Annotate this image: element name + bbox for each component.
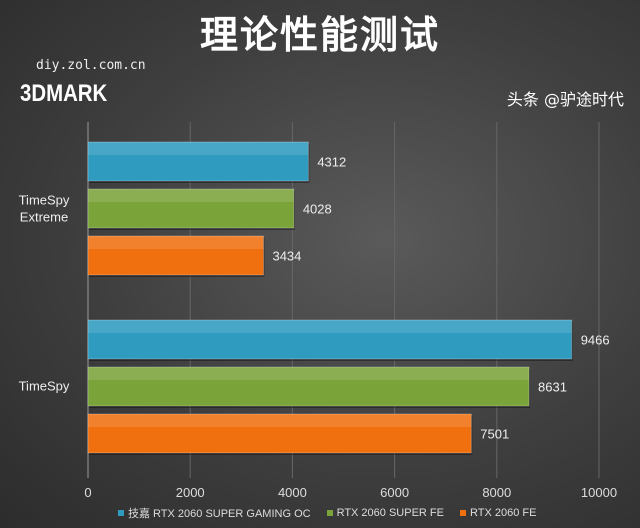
data-label: 8631 [538, 380, 567, 395]
legend-label: RTX 2060 FE [469, 507, 537, 519]
legend-label: 技嘉 RTX 2060 SUPER GAMING OC [128, 508, 311, 520]
x-tick-label: 4000 [278, 485, 307, 500]
x-tick-label: 6000 [380, 485, 409, 500]
bar-highlight [88, 142, 309, 155]
data-label: 7501 [480, 427, 509, 442]
bar [87, 366, 530, 407]
data-label: 4028 [303, 202, 332, 217]
x-tick-label: 0 [84, 485, 91, 500]
bar-highlight [88, 320, 572, 333]
bar [87, 141, 309, 182]
page-title: 理论性能测试 [199, 13, 440, 57]
legend-swatch [459, 510, 466, 516]
bar [87, 188, 295, 229]
bar-highlight [88, 414, 472, 427]
legend-item: 技嘉 RTX 2060 SUPER GAMING OC [118, 505, 311, 521]
data-label: 4312 [317, 155, 346, 170]
bar [87, 319, 573, 360]
legend-swatch [326, 510, 333, 516]
legend-label: RTX 2060 SUPER FE [336, 507, 444, 519]
category-label: TimeSpy Extreme [19, 193, 70, 225]
bar-highlight [88, 236, 264, 249]
bar [87, 413, 472, 454]
legend-swatch [118, 510, 124, 516]
bar-highlight [88, 189, 294, 202]
x-tick-label: 8000 [482, 485, 511, 500]
legend-item: RTX 2060 FE [459, 505, 537, 521]
bar-highlight [88, 367, 530, 380]
category-label: TimeSpy [19, 379, 70, 394]
brand-label: 3DMARK [20, 80, 108, 107]
data-label: 9466 [581, 333, 610, 348]
site-url: diy.zol.com.cn [36, 58, 146, 73]
legend: 技嘉 RTX 2060 SUPER GAMING OC RTX 2060 SUPE… [118, 505, 536, 521]
watermark: 头条 @驴途时代 [506, 90, 624, 109]
data-label: 3434 [272, 249, 301, 264]
legend-item: RTX 2060 SUPER FE [326, 505, 444, 521]
x-tick-label: 2000 [176, 485, 205, 500]
x-tick-label: 10000 [581, 485, 617, 500]
bar [87, 235, 264, 276]
